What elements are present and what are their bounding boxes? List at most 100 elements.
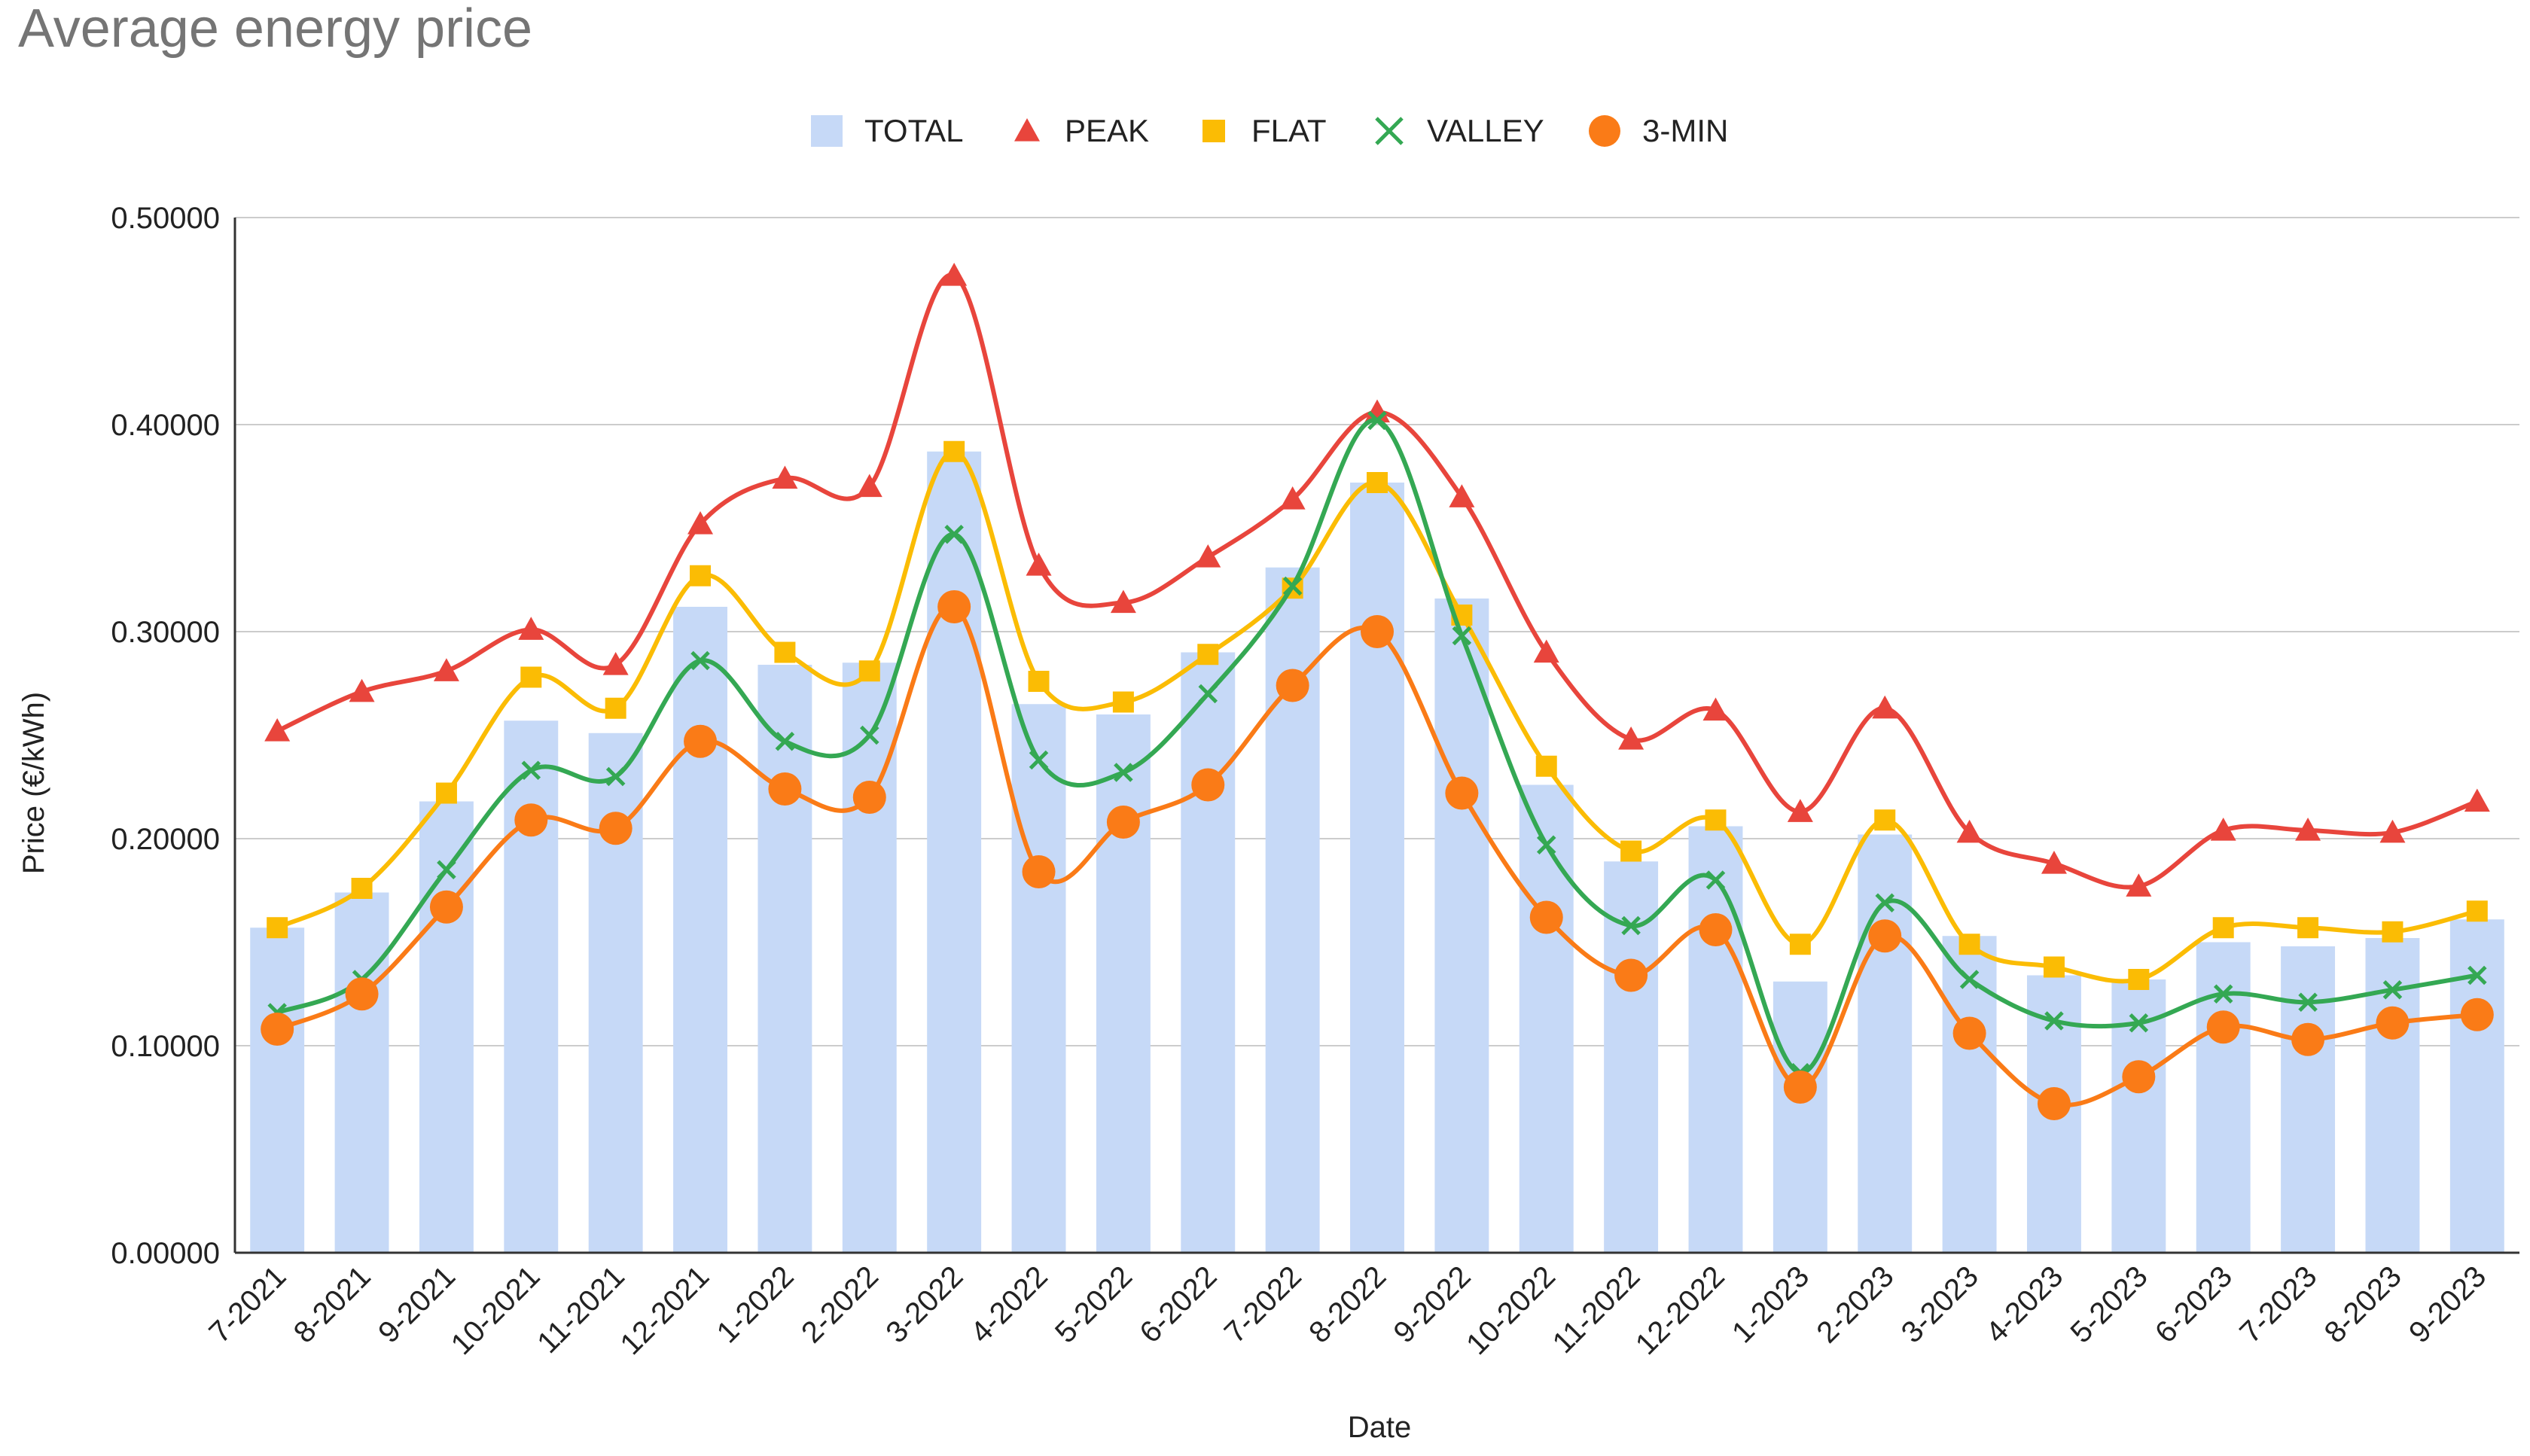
legend-label: FLAT	[1251, 113, 1327, 148]
bar-total	[2196, 942, 2251, 1253]
point-3-min	[1445, 776, 1479, 810]
point-peak	[1872, 695, 1898, 719]
x-stroke	[860, 725, 879, 745]
point-3-min	[1276, 669, 1309, 702]
point-valley	[2044, 1011, 2064, 1031]
point-valley	[775, 731, 795, 751]
x-tick-label: 2-2022	[795, 1260, 885, 1349]
point-flat	[1367, 472, 1388, 493]
y-tick-label: 0.10000	[111, 1030, 220, 1063]
legend-item-peak: PEAK	[1014, 113, 1149, 148]
bar-total	[1350, 483, 1404, 1253]
x-stroke	[690, 650, 710, 671]
point-peak	[1533, 639, 1559, 663]
x-tick-label: 5-2022	[1049, 1260, 1138, 1349]
point-peak	[518, 617, 544, 640]
bar-total	[334, 892, 389, 1253]
legend-item-valley: VALLEY	[1375, 113, 1544, 148]
x-tick-label: 8-2023	[2318, 1260, 2408, 1349]
point-valley	[1536, 835, 1556, 855]
point-peak	[1956, 819, 1983, 843]
point-valley	[1621, 915, 1641, 936]
x-stroke	[775, 731, 795, 751]
x-tick-label: 2-2023	[1810, 1260, 1900, 1349]
point-valley	[2468, 965, 2487, 985]
point-3-min	[1614, 958, 1648, 992]
bar-total	[1181, 652, 1236, 1253]
x-stroke	[437, 860, 456, 880]
x-stroke	[1875, 893, 1894, 913]
point-peak	[2210, 818, 2236, 841]
bar-total	[1773, 981, 1827, 1253]
x-tick-label: 3-2023	[1895, 1260, 1985, 1349]
x-stroke	[1367, 410, 1387, 431]
point-peak	[2464, 788, 2490, 812]
point-3-min	[2460, 998, 2494, 1031]
point-3-min	[1868, 919, 1902, 953]
point-3-min	[768, 772, 802, 806]
point-peak	[1702, 697, 1729, 721]
bar-total	[927, 451, 982, 1253]
point-flat	[1535, 755, 1557, 777]
point-flat	[1958, 934, 1980, 955]
point-flat	[690, 565, 712, 586]
point-3-min	[2291, 1022, 2325, 1056]
x-stroke	[1536, 835, 1556, 855]
point-flat	[2297, 917, 2319, 939]
point-3-min	[599, 812, 632, 845]
x-tick-label: 10-2021	[445, 1260, 547, 1361]
legend-item-flat: FLAT	[1203, 113, 1327, 148]
point-peak	[1026, 553, 1052, 576]
axes	[233, 218, 2519, 1254]
x-tick-label: 4-2022	[965, 1260, 1054, 1349]
legend-label: VALLEY	[1427, 113, 1544, 148]
point-flat	[435, 782, 457, 804]
point-valley	[1282, 576, 1303, 596]
point-flat	[351, 878, 373, 899]
bar-total	[504, 720, 559, 1253]
point-flat	[520, 666, 542, 688]
point-flat	[1705, 809, 1727, 831]
point-flat	[605, 697, 626, 719]
point-3-min	[2376, 1006, 2410, 1040]
x-stroke	[2129, 1013, 2149, 1033]
x-tick-label: 1-2023	[1726, 1260, 1815, 1349]
x-stroke	[2298, 992, 2318, 1013]
point-flat	[2128, 969, 2150, 990]
point-flat	[774, 641, 796, 663]
legend-swatch	[1589, 115, 1620, 147]
x-tick-label: 8-2022	[1303, 1260, 1392, 1349]
point-valley	[437, 860, 456, 880]
bar-total	[1011, 704, 1066, 1253]
bar-total	[1519, 784, 1574, 1253]
bar-total	[419, 801, 474, 1253]
point-3-min	[1699, 913, 1733, 946]
x-tick-label: 1-2022	[711, 1260, 800, 1349]
series-3-min	[261, 590, 2494, 1120]
x-axis-title: Date	[1348, 1411, 1412, 1444]
total-bars	[250, 451, 2504, 1253]
x-tick-label: 9-2023	[2403, 1260, 2492, 1349]
point-valley	[1367, 410, 1387, 431]
bar-total	[2281, 946, 2336, 1253]
legend: TOTAL PEAK FLAT VALLEY 3-MIN	[811, 113, 1728, 148]
x-tick-label: 5-2023	[2065, 1260, 2154, 1349]
point-peak	[1195, 544, 1221, 568]
x-tick-label: 7-2021	[203, 1260, 292, 1349]
point-peak	[1787, 799, 1813, 822]
point-peak	[264, 718, 291, 742]
legend-item-total: TOTAL	[811, 113, 963, 148]
point-peak	[1279, 486, 1306, 510]
y-tick-label: 0.40000	[111, 409, 220, 442]
point-valley	[2382, 979, 2403, 1000]
point-3-min	[1952, 1016, 1986, 1050]
x-stroke	[1282, 576, 1303, 596]
legend-swatch	[1203, 120, 1225, 142]
point-3-min	[1783, 1071, 1817, 1104]
point-flat	[2043, 956, 2065, 978]
legend-swatch	[811, 115, 843, 147]
point-flat	[858, 660, 880, 682]
x-stroke	[2213, 984, 2233, 1004]
point-valley	[1452, 626, 1472, 646]
point-3-min	[1191, 768, 1225, 802]
